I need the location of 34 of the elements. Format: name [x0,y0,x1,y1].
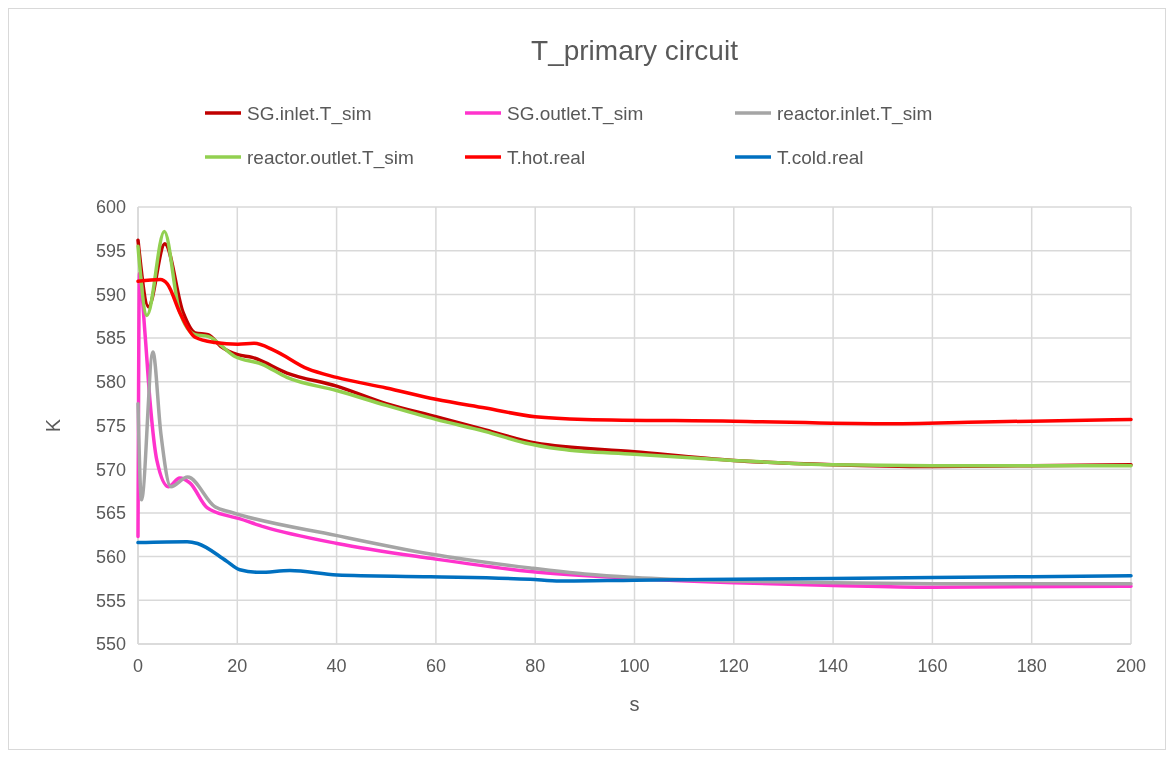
y-tick-label: 585 [95,328,126,349]
x-tick-label: 120 [718,656,749,676]
y-tick-label: 595 [95,241,126,261]
legend-label: reactor.inlet.T_sim [777,102,933,125]
y-tick-label: 550 [95,634,126,655]
legend-label: reactor.outlet.T_sim [247,146,414,169]
x-tick-label: 60 [425,656,446,676]
chart-title: T_primary circuit [531,35,739,66]
x-tick-label: 20 [227,656,248,676]
x-tick-label: 180 [1016,656,1047,676]
x-tick-label: 40 [326,656,347,676]
x-tick-label: 160 [917,656,948,676]
x-tick-label: 0 [132,656,144,676]
x-tick-label: 80 [525,656,546,676]
x-tick-label: 100 [619,656,650,676]
legend-label: SG.inlet.T_sim [247,102,372,125]
y-tick-label: 600 [95,197,126,218]
y-tick-label: 575 [95,415,126,436]
y-tick-label: 590 [95,284,126,305]
line-series [136,277,1133,426]
legend-label: SG.outlet.T_sim [507,102,644,125]
y-tick-label: 555 [95,590,126,611]
line-series [136,539,1133,583]
y-tick-label: 580 [95,372,126,393]
y-axis-title: K [42,418,64,433]
y-tick-label: 560 [95,546,126,567]
x-tick-label: 140 [818,656,849,676]
x-axis-title: s [629,693,640,715]
legend-label: T.hot.real [507,146,586,168]
x-tick-label: 200 [1115,656,1147,676]
y-tick-label: 570 [95,459,126,480]
legend-label: T.cold.real [777,146,864,168]
y-tick-label: 565 [95,503,126,524]
line-series [136,350,1133,586]
